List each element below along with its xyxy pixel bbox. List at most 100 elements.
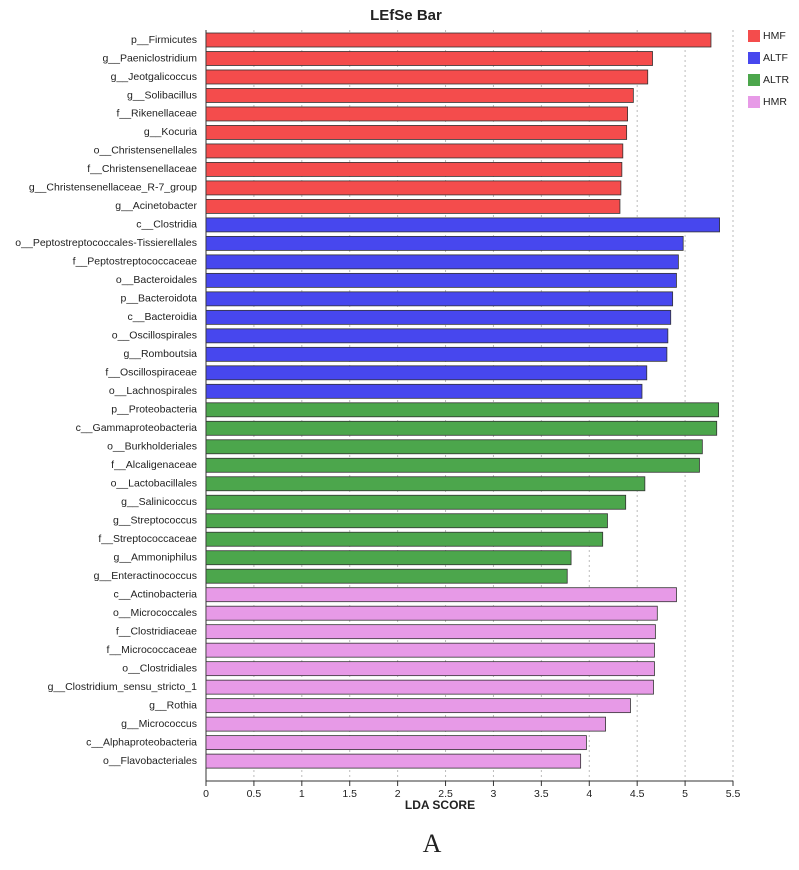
bar <box>205 439 703 455</box>
bar <box>205 125 628 140</box>
y-tick-label: c__Gammaproteobacteria <box>76 422 198 434</box>
bar <box>205 235 684 251</box>
legend-label: HMR <box>763 96 787 108</box>
bar <box>205 88 634 103</box>
y-tick-label: o__Christensenellales <box>94 145 197 157</box>
bar <box>205 679 654 695</box>
caption: A <box>423 829 442 858</box>
bar <box>205 642 655 658</box>
y-tick-label: g__Christensenellaceae_R-7_group <box>29 182 197 194</box>
y-tick-label: o__Peptostreptococcales-Tissierellales <box>15 237 197 249</box>
y-tick-label: g__Salinicoccus <box>121 496 197 508</box>
y-tick-label: f__Clostridiaceae <box>116 625 197 637</box>
y-tick-label: o__Bacteroidales <box>116 274 197 286</box>
y-tick-label: g__Enteractinococcus <box>94 570 197 582</box>
legend-swatch <box>748 30 760 42</box>
y-tick-label: o__Lachnospirales <box>109 385 197 397</box>
bar <box>205 346 668 362</box>
bar <box>205 32 712 48</box>
x-tick-label: 5.5 <box>726 788 741 800</box>
y-tick-label: g__Paeniclostridium <box>102 52 197 64</box>
y-tick-label: c__Bacteroidia <box>128 311 198 323</box>
x-tick-label: 4 <box>586 788 592 800</box>
y-tick-label: f__Christensenellaceae <box>87 163 197 175</box>
y-tick-label: p__Proteobacteria <box>111 404 197 416</box>
bar <box>205 309 672 325</box>
legend-label: ALTR <box>763 74 789 86</box>
x-tick-label: 2.5 <box>438 788 453 800</box>
y-tick-label: c__Alphaproteobacteria <box>86 736 197 748</box>
y-tick-label: p__Bacteroidota <box>121 293 198 305</box>
bar <box>205 550 572 566</box>
y-tick-label: g__Micrococcus <box>121 718 197 730</box>
x-tick-label: 4.5 <box>630 788 645 800</box>
y-tick-label: c__Actinobacteria <box>114 588 198 600</box>
y-tick-label: g__Ammoniphilus <box>114 552 197 564</box>
y-tick-label: f__Peptostreptococcaceae <box>73 256 197 268</box>
bar <box>205 162 623 177</box>
y-tick-label: g__Solibacillus <box>127 89 197 101</box>
bar <box>205 199 621 214</box>
y-tick-label: f__Alcaligenaceae <box>111 459 197 471</box>
legend-label: HMF <box>763 30 786 42</box>
x-tick-label: 0.5 <box>247 788 262 800</box>
y-tick-label: f__Micrococcaceae <box>107 644 198 656</box>
y-tick-label: g__Jeotgalicoccus <box>111 71 197 83</box>
y-tick-label: o__Micrococcales <box>113 607 197 619</box>
legend-swatch <box>748 52 760 64</box>
x-tick-label: 3 <box>491 788 497 800</box>
x-tick-label: 1.5 <box>342 788 357 800</box>
y-tick-label: c__Clostridia <box>136 219 197 231</box>
bar <box>205 661 655 677</box>
bar <box>205 328 669 344</box>
y-tick-label: g__Acinetobacter <box>115 200 197 212</box>
y-tick-label: o__Oscillospirales <box>112 330 197 342</box>
x-tick-label: 2 <box>395 788 401 800</box>
bar <box>205 420 718 436</box>
bar <box>205 143 624 159</box>
y-tick-label: g__Rothia <box>149 699 197 711</box>
bar <box>205 716 606 732</box>
y-tick-label: o__Flavobacteriales <box>103 755 197 767</box>
bar <box>205 106 629 122</box>
bar <box>205 753 582 769</box>
y-tick-label: f__Rikenellaceae <box>116 108 197 120</box>
bar <box>205 698 631 714</box>
x-tick-label: 3.5 <box>534 788 549 800</box>
bar <box>205 494 627 510</box>
bar <box>205 624 656 640</box>
bar <box>205 568 568 584</box>
bar <box>205 383 643 399</box>
bar <box>205 51 653 66</box>
y-tick-label: g__Streptococcus <box>113 515 197 527</box>
y-tick-label: o__Burkholderiales <box>107 441 197 453</box>
bar <box>205 217 720 233</box>
legend-swatch <box>748 74 760 86</box>
x-axis-label: LDA SCORE <box>405 798 475 812</box>
bar <box>205 365 648 381</box>
bar <box>205 735 587 751</box>
y-tick-label: o__Lactobacillales <box>111 478 197 490</box>
legend-swatch <box>748 96 760 108</box>
bar <box>205 69 649 85</box>
bar <box>205 457 700 473</box>
bar <box>205 605 658 621</box>
bar <box>205 476 646 492</box>
bar <box>205 291 674 307</box>
bar <box>205 531 604 547</box>
legend-label: ALTF <box>763 52 788 64</box>
bar <box>205 254 679 270</box>
x-tick-label: 0 <box>203 788 209 800</box>
bar <box>205 180 622 196</box>
x-tick-label: 1 <box>299 788 305 800</box>
chart-title: LEfSe Bar <box>370 7 442 24</box>
y-tick-label: g__Clostridium_sensu_stricto_1 <box>48 681 198 693</box>
x-tick-label: 5 <box>682 788 688 800</box>
bar <box>205 513 608 529</box>
bar <box>205 402 720 418</box>
y-tick-label: g__Kocuria <box>144 126 197 138</box>
bar <box>205 587 677 603</box>
y-tick-label: g__Romboutsia <box>123 348 197 360</box>
y-tick-label: p__Firmicutes <box>131 34 197 46</box>
